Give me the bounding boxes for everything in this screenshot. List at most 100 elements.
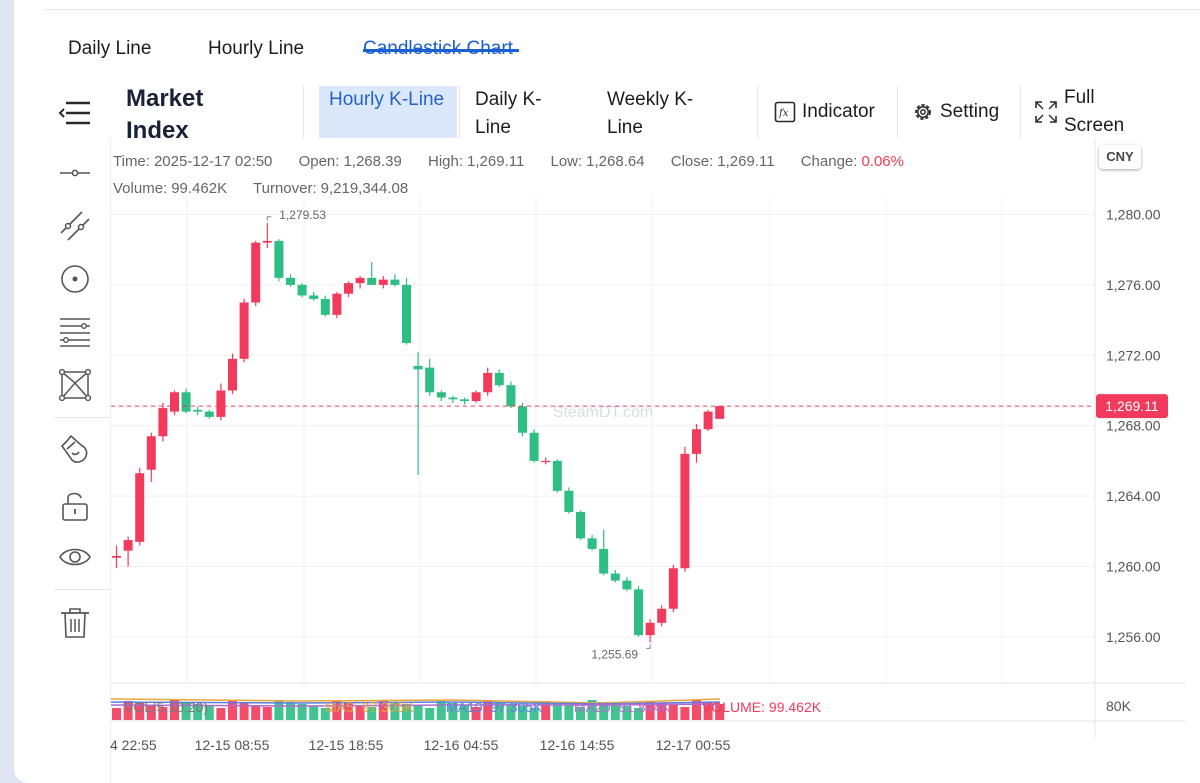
candle-body <box>378 279 388 285</box>
menu-collapse-icon[interactable] <box>58 100 92 126</box>
candle-body <box>320 298 330 315</box>
svg-text:fx: fx <box>778 108 789 119</box>
candle-body <box>541 460 551 463</box>
currency-button[interactable]: CNY <box>1099 145 1141 169</box>
volume-bar <box>599 702 609 720</box>
x-tick-label: 12-15 08:55 <box>195 737 270 753</box>
trash-icon[interactable] <box>54 605 96 641</box>
candle-body <box>390 279 400 285</box>
max-price-label: 1,279.53 <box>279 208 326 222</box>
candle-body <box>552 460 562 491</box>
pattern-icon[interactable] <box>54 367 96 403</box>
candle-body <box>425 367 435 393</box>
candle-body <box>668 568 678 609</box>
candle-body <box>483 372 493 393</box>
indicator-button[interactable]: fx Indicator <box>774 86 875 138</box>
function-icon: fx <box>774 101 796 123</box>
candle-body <box>460 399 469 402</box>
fullscreen-label: Full Screen <box>1064 87 1125 136</box>
indicator-label: Indicator <box>802 101 875 122</box>
volume-bar <box>715 704 725 720</box>
change-value: 0.06% <box>861 153 904 170</box>
low-label: Low: <box>550 153 583 170</box>
volume-bar <box>564 705 574 720</box>
volume-bar <box>402 704 411 720</box>
candle-body <box>564 490 574 512</box>
trend-line-icon[interactable] <box>54 208 96 244</box>
candle-body <box>216 390 226 417</box>
candle-body <box>599 548 609 574</box>
fullscreen-button[interactable]: Full Screen <box>1034 86 1134 138</box>
volume-bar <box>494 702 504 720</box>
volume-info-row: Volume: 99.462K Turnover: 9,219,344.08 <box>113 180 430 197</box>
period-weekly-k-line[interactable]: Weekly K-Line <box>607 89 694 138</box>
lock-icon[interactable] <box>54 488 96 524</box>
candle-body <box>715 406 725 419</box>
candle-body <box>274 240 284 278</box>
open-value: 1,268.39 <box>343 153 402 170</box>
candle-body <box>262 240 272 243</box>
volume-ma20-line <box>110 703 721 707</box>
ohlc-info-row: Time: 2025-12-17 02:50 Open: 1,268.39 High… <box>113 153 926 170</box>
min-price-label: 1,255.69 <box>591 647 638 661</box>
period-hourly-k-line[interactable]: Hourly K-Line <box>319 86 457 138</box>
last-price-tag <box>1096 394 1168 419</box>
volume-bar <box>436 701 446 720</box>
vol-ma10-label: MA10: 97.305K <box>446 699 543 715</box>
y-tick-label: 1,268.00 <box>1106 418 1161 434</box>
horizontal-line-icon[interactable] <box>54 155 96 191</box>
divider <box>459 86 460 138</box>
candle-body <box>529 432 539 461</box>
eye-icon[interactable] <box>54 539 96 575</box>
volume-bar <box>181 702 191 720</box>
divider <box>1020 86 1021 138</box>
candle-body <box>355 277 365 284</box>
volume-bar <box>587 700 597 720</box>
candle-body <box>135 473 145 542</box>
divider <box>54 417 110 418</box>
tab-candlestick-chart[interactable]: Candlestick Chart <box>363 38 513 60</box>
x-tick-label: 12-16 04:55 <box>424 737 499 753</box>
volume-bar <box>680 707 690 720</box>
circle-icon[interactable] <box>54 261 96 297</box>
open-label: Open: <box>298 153 340 170</box>
volume-bar <box>286 702 295 720</box>
volume-bar <box>622 706 632 720</box>
tab-daily-line[interactable]: Daily Line <box>68 38 152 59</box>
fullscreen-icon <box>1035 101 1057 123</box>
y-tick-label: 1,276.00 <box>1106 277 1161 293</box>
volume-bar <box>425 708 435 720</box>
magnet-icon[interactable] <box>54 432 96 468</box>
period-daily-k-line[interactable]: Daily K-Line <box>475 89 542 138</box>
vol-current-label: VOLUME: 99.462K <box>702 699 822 715</box>
volume-bar <box>112 708 121 720</box>
candle-body <box>587 538 597 549</box>
x-tick-label: 12-15 18:55 <box>309 737 384 753</box>
candle-body <box>344 283 353 294</box>
setting-button[interactable]: Setting <box>912 86 999 138</box>
volume-label: Volume: <box>113 180 168 197</box>
fibonacci-icon[interactable] <box>54 314 96 350</box>
candle-body <box>170 392 179 412</box>
candle-body <box>112 555 121 558</box>
last-price-label: 1,269.11 <box>1105 398 1159 414</box>
volume-bar <box>448 703 458 720</box>
candle-body <box>622 580 632 590</box>
candle-body <box>146 436 156 470</box>
volume-bar <box>274 700 284 720</box>
candle-body <box>436 392 446 398</box>
candle-body <box>332 293 342 315</box>
y-tick-label: 1,256.00 <box>1106 629 1161 645</box>
candle-body <box>204 411 214 417</box>
candle-body <box>692 429 701 454</box>
tab-hourly-line[interactable]: Hourly Line <box>208 38 305 59</box>
candle-body <box>494 372 504 386</box>
candle-body <box>251 242 261 303</box>
volume-bar <box>344 703 353 720</box>
page-title: Market Index <box>126 85 204 144</box>
divider <box>54 589 110 590</box>
volume-bar <box>170 700 179 720</box>
high-value: 1,269.11 <box>467 153 525 170</box>
volume-bar <box>297 704 307 720</box>
